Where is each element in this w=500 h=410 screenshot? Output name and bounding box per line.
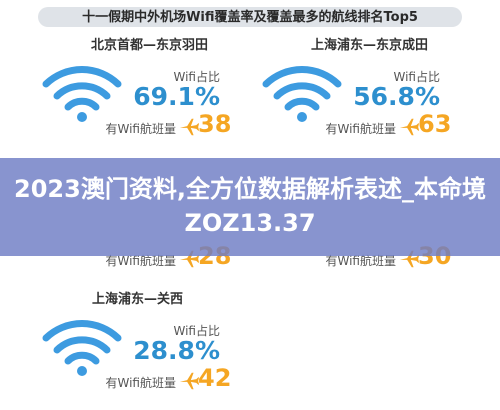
airplane-icon — [179, 118, 200, 136]
route-name: 北京首都—东京羽田 — [90, 38, 208, 53]
route-name: 上海浦东—东京成田 — [310, 38, 428, 53]
wifi-share-value: 56.8% — [353, 82, 440, 111]
wifi-icon — [42, 66, 122, 122]
route-name: 上海浦东—关西 — [92, 292, 184, 307]
wifi-share-label: Wifi占比 — [173, 324, 221, 338]
wifi-icon — [42, 320, 122, 376]
wifi-share-label: Wifi占比 — [173, 70, 221, 84]
wifi-flights-label: 有Wifi航班量 — [105, 254, 177, 268]
wifi-share-value: 28.8% — [133, 336, 220, 365]
wifi-flights-label: 有Wifi航班量 — [325, 254, 397, 268]
wifi-flights-count: 38 — [198, 110, 232, 138]
airplane-icon — [399, 118, 420, 136]
title-pill — [38, 7, 462, 27]
route-card-5: 上海浦东—关西 Wifi占比 28.8% 有Wifi航班量 42 — [42, 292, 257, 410]
banner-headline: 2023澳门资料,全方位数据解析表述_本命境ZOZ13.37 — [14, 175, 486, 237]
wifi-share-value: 69.1% — [133, 82, 220, 111]
route-card-2: 上海浦东—东京成田 Wifi占比 56.8% 有Wifi航班量 63 — [262, 38, 477, 158]
wifi-flights-label: 有Wifi航班量 — [105, 376, 177, 390]
wifi-share-label: Wifi占比 — [393, 70, 441, 84]
infographic-title: 十一假期中外机场Wifi覆盖率及覆盖最多的航线排名Top5 — [82, 10, 418, 25]
airplane-icon — [399, 250, 420, 268]
wifi-flights-count: 42 — [198, 364, 232, 392]
airplane-icon — [179, 372, 200, 390]
airplane-icon — [179, 250, 200, 268]
wifi-flights-label: 有Wifi航班量 — [105, 122, 177, 136]
wifi-flights-count: 63 — [418, 110, 452, 138]
route-card-1: 北京首都—东京羽田 Wifi占比 69.1% 有Wifi航班量 38 — [42, 38, 257, 158]
headline-banner: 2023澳门资料,全方位数据解析表述_本命境ZOZ13.37 — [0, 158, 500, 256]
wifi-icon — [262, 66, 342, 122]
wifi-flights-label: 有Wifi航班量 — [325, 122, 397, 136]
